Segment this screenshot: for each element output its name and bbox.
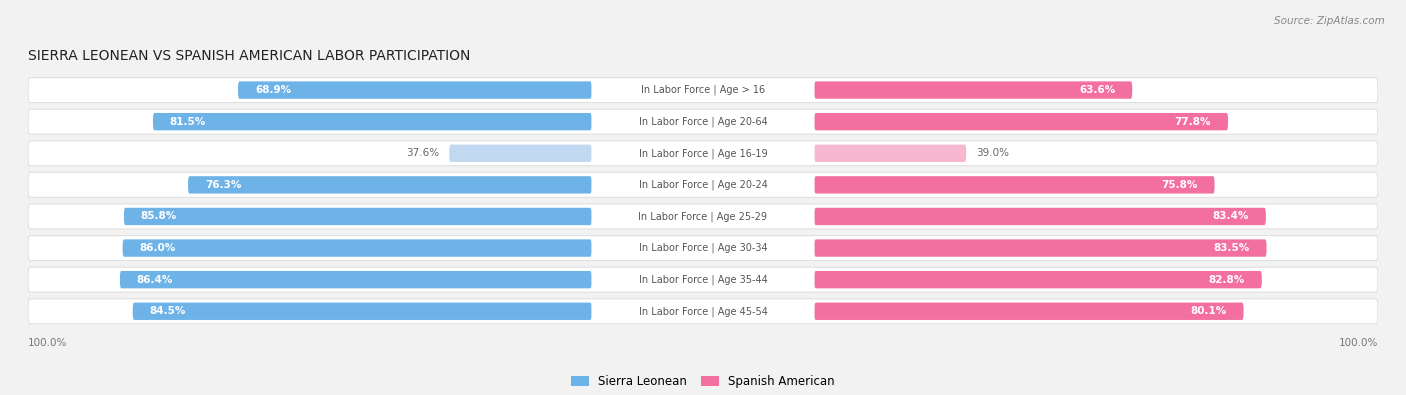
Text: 82.8%: 82.8% xyxy=(1209,275,1244,285)
FancyBboxPatch shape xyxy=(814,145,966,162)
FancyBboxPatch shape xyxy=(450,145,592,162)
FancyBboxPatch shape xyxy=(814,303,1243,320)
Text: In Labor Force | Age 20-24: In Labor Force | Age 20-24 xyxy=(638,180,768,190)
FancyBboxPatch shape xyxy=(28,235,1378,261)
FancyBboxPatch shape xyxy=(592,145,814,162)
FancyBboxPatch shape xyxy=(132,303,592,320)
FancyBboxPatch shape xyxy=(592,303,814,320)
FancyBboxPatch shape xyxy=(28,172,1378,198)
Text: 100.0%: 100.0% xyxy=(1339,339,1378,348)
Text: 39.0%: 39.0% xyxy=(976,148,1010,158)
FancyBboxPatch shape xyxy=(238,81,592,99)
Text: 76.3%: 76.3% xyxy=(205,180,242,190)
Text: 80.1%: 80.1% xyxy=(1191,306,1226,316)
Legend: Sierra Leonean, Spanish American: Sierra Leonean, Spanish American xyxy=(568,371,838,391)
FancyBboxPatch shape xyxy=(28,299,1378,324)
FancyBboxPatch shape xyxy=(28,204,1378,229)
Text: In Labor Force | Age 45-54: In Labor Force | Age 45-54 xyxy=(638,306,768,316)
Text: 77.8%: 77.8% xyxy=(1174,117,1211,127)
Text: 100.0%: 100.0% xyxy=(28,339,67,348)
FancyBboxPatch shape xyxy=(814,113,1227,130)
FancyBboxPatch shape xyxy=(592,208,814,225)
FancyBboxPatch shape xyxy=(814,271,1261,288)
FancyBboxPatch shape xyxy=(120,271,592,288)
FancyBboxPatch shape xyxy=(592,113,814,130)
Text: 84.5%: 84.5% xyxy=(149,306,186,316)
Text: SIERRA LEONEAN VS SPANISH AMERICAN LABOR PARTICIPATION: SIERRA LEONEAN VS SPANISH AMERICAN LABOR… xyxy=(28,49,471,63)
FancyBboxPatch shape xyxy=(814,239,1267,257)
Text: 86.4%: 86.4% xyxy=(136,275,173,285)
Text: Source: ZipAtlas.com: Source: ZipAtlas.com xyxy=(1274,16,1385,26)
FancyBboxPatch shape xyxy=(124,208,592,225)
Text: 83.4%: 83.4% xyxy=(1212,211,1249,222)
FancyBboxPatch shape xyxy=(28,141,1378,166)
FancyBboxPatch shape xyxy=(28,77,1378,103)
Text: 81.5%: 81.5% xyxy=(170,117,207,127)
Text: In Labor Force | Age > 16: In Labor Force | Age > 16 xyxy=(641,85,765,95)
Text: 75.8%: 75.8% xyxy=(1161,180,1198,190)
FancyBboxPatch shape xyxy=(814,208,1265,225)
FancyBboxPatch shape xyxy=(814,176,1215,194)
Text: 63.6%: 63.6% xyxy=(1078,85,1115,95)
Text: In Labor Force | Age 16-19: In Labor Force | Age 16-19 xyxy=(638,148,768,158)
FancyBboxPatch shape xyxy=(592,81,814,99)
FancyBboxPatch shape xyxy=(592,271,814,288)
Text: In Labor Force | Age 30-34: In Labor Force | Age 30-34 xyxy=(638,243,768,253)
Text: In Labor Force | Age 35-44: In Labor Force | Age 35-44 xyxy=(638,275,768,285)
FancyBboxPatch shape xyxy=(122,239,592,257)
FancyBboxPatch shape xyxy=(153,113,592,130)
FancyBboxPatch shape xyxy=(814,81,1132,99)
Text: In Labor Force | Age 20-64: In Labor Force | Age 20-64 xyxy=(638,117,768,127)
FancyBboxPatch shape xyxy=(28,267,1378,292)
FancyBboxPatch shape xyxy=(592,239,814,257)
Text: 37.6%: 37.6% xyxy=(406,148,439,158)
Text: 85.8%: 85.8% xyxy=(141,211,177,222)
Text: 86.0%: 86.0% xyxy=(139,243,176,253)
FancyBboxPatch shape xyxy=(188,176,592,194)
Text: 68.9%: 68.9% xyxy=(254,85,291,95)
FancyBboxPatch shape xyxy=(592,176,814,194)
Text: 83.5%: 83.5% xyxy=(1213,243,1250,253)
FancyBboxPatch shape xyxy=(28,109,1378,134)
Text: In Labor Force | Age 25-29: In Labor Force | Age 25-29 xyxy=(638,211,768,222)
